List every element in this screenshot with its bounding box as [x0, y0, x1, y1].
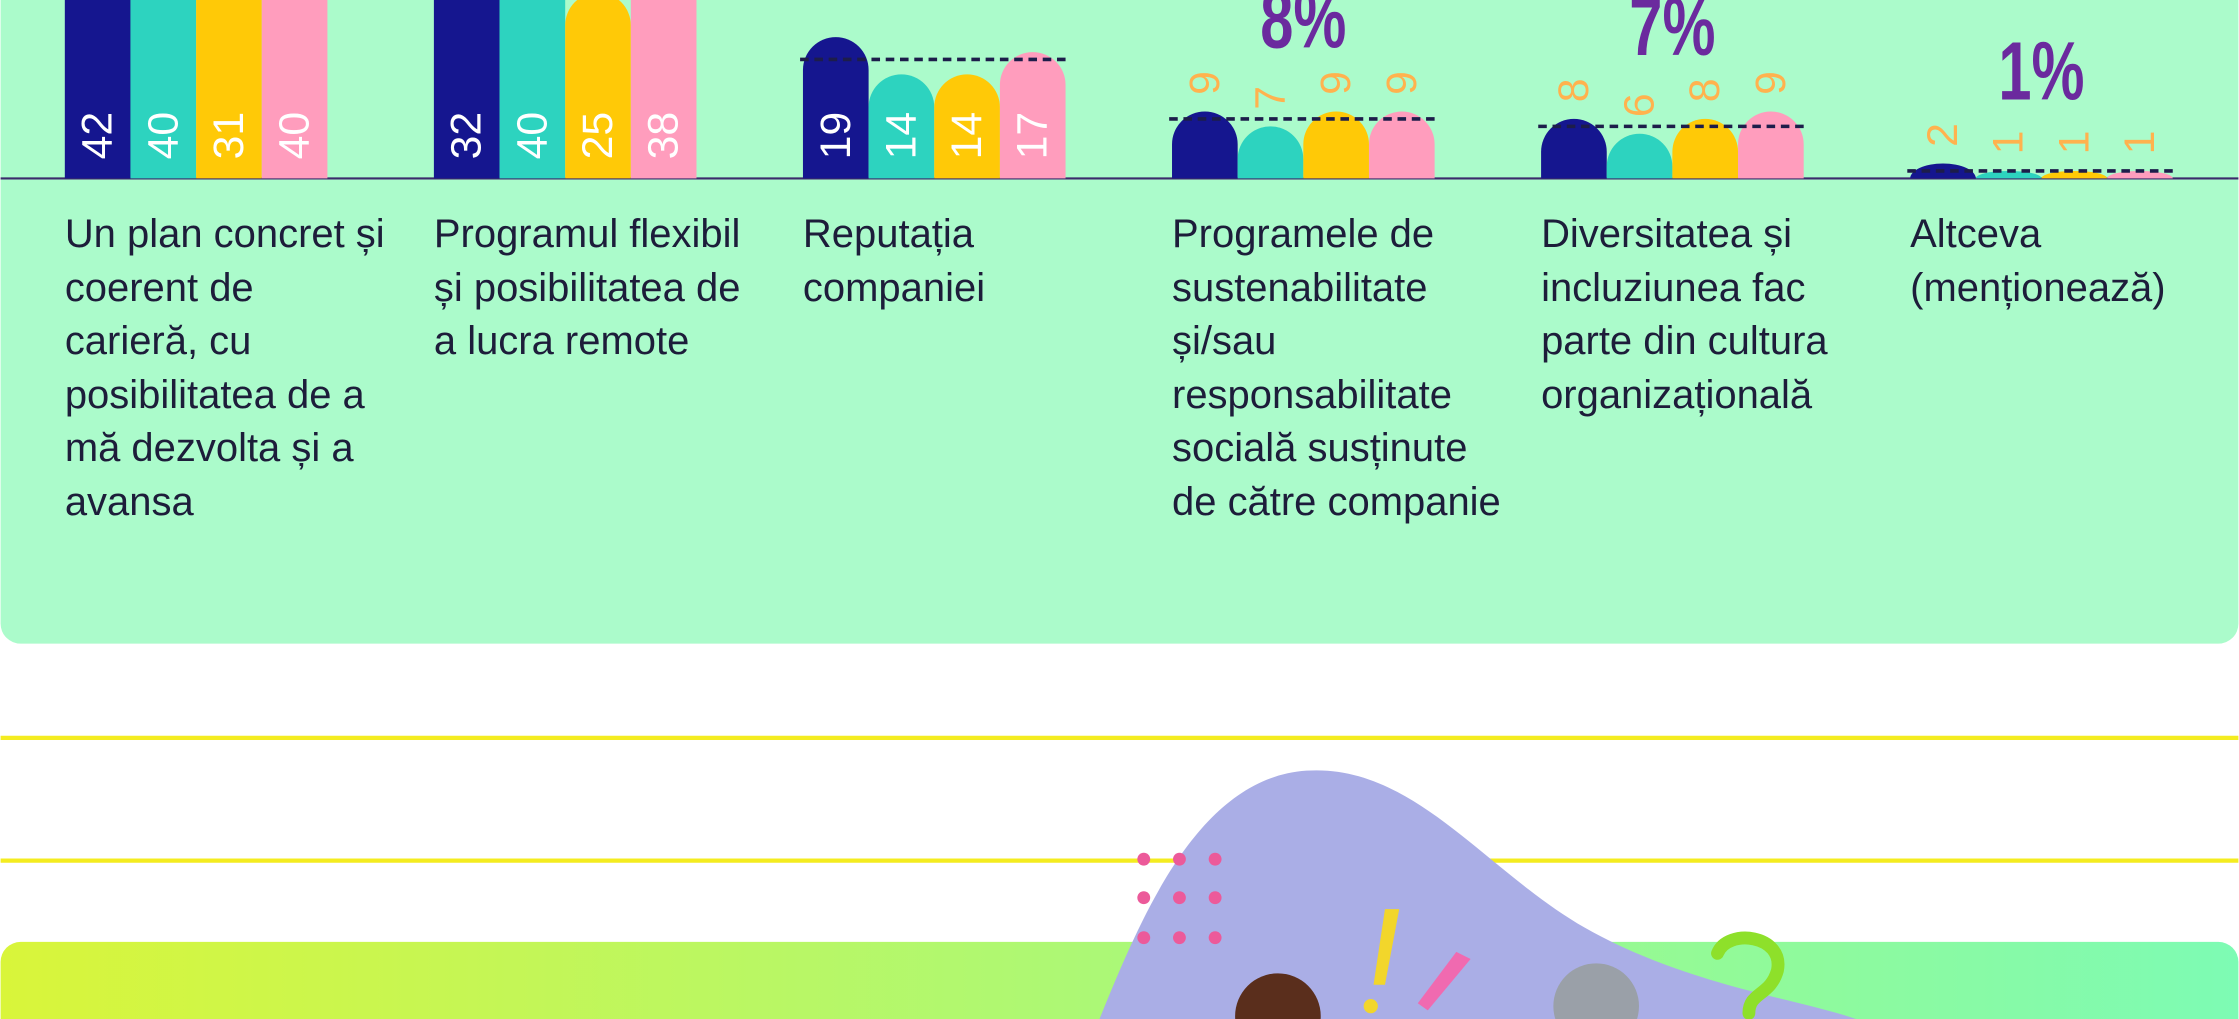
- category-label-box: Reputația companiei: [802, 211, 986, 309]
- category-label-box: Programul flexibil și posibilitatea de a…: [433, 211, 741, 363]
- value-label: 7: [1246, 86, 1294, 110]
- value-label: 8: [1681, 78, 1729, 102]
- bar: [261, 0, 328, 179]
- bar: [565, 0, 631, 179]
- bar: [1172, 111, 1238, 179]
- chart: Un plan concret și coerent de carieră, c…: [64, 0, 2176, 524]
- bar: [1738, 111, 1804, 179]
- bar: [1541, 118, 1607, 179]
- value-label: 1: [2050, 131, 2098, 155]
- dots: [1137, 852, 1222, 945]
- bar: [868, 74, 935, 179]
- value-label: 1: [1985, 131, 2033, 155]
- value-label: 9: [1378, 71, 1426, 95]
- bar: [130, 0, 197, 179]
- value-label: 2: [1919, 123, 1967, 147]
- value-label: 38: [640, 112, 688, 160]
- value-label: 8: [1550, 78, 1598, 102]
- value-label: 17: [1009, 112, 1057, 160]
- value-label: 9: [1181, 71, 1229, 95]
- blob: [1099, 770, 1856, 1019]
- bar: [1606, 133, 1673, 179]
- bar: [802, 37, 869, 179]
- value-label: 25: [574, 112, 622, 160]
- value-label: 40: [139, 112, 187, 160]
- avatar: [1235, 973, 1321, 1019]
- bar: [999, 52, 1066, 179]
- value-label: 14: [877, 112, 925, 160]
- category-label-box: Un plan concret și coerent de carieră, c…: [64, 211, 385, 524]
- value-label: 1: [2116, 131, 2164, 155]
- bar: [2107, 170, 2173, 179]
- category-label: Programele de sustenabilitate și/sau res…: [1172, 211, 1501, 524]
- bar: [934, 74, 1000, 179]
- bar: [1975, 170, 2042, 179]
- exclamation: [1417, 951, 1471, 1011]
- category-label-box: Programele de sustenabilitate și/sau res…: [1172, 211, 1501, 524]
- average-label: 7%: [1629, 0, 1715, 73]
- value-label: 14: [943, 112, 991, 160]
- bar: [64, 0, 131, 179]
- value-label: 9: [1312, 71, 1360, 95]
- average-label: 1%: [1998, 26, 2084, 118]
- category-label-box: Diversitatea și incluziunea fac parte di…: [1541, 211, 1828, 417]
- bar: [499, 0, 566, 179]
- bar: [630, 0, 697, 179]
- bar: [1672, 118, 1739, 179]
- value-label: 42: [74, 112, 122, 160]
- category-label: Altceva (menționează): [1910, 211, 2166, 309]
- value-label: 40: [508, 112, 556, 160]
- value-label: 6: [1616, 93, 1664, 117]
- bar: [1303, 111, 1369, 179]
- value-label: 32: [443, 112, 491, 160]
- category-label: Reputația companiei: [802, 211, 986, 309]
- value-label: 9: [1747, 71, 1795, 95]
- category-label: Diversitatea și incluziunea fac parte di…: [1541, 211, 1828, 417]
- value-label: 31: [205, 112, 253, 160]
- value-label: 40: [271, 112, 319, 160]
- question-mark: [1711, 931, 1785, 1019]
- exclamation: [1363, 909, 1400, 1014]
- category-label-box: Altceva (menționează): [1910, 211, 2166, 309]
- bar: [2041, 170, 2108, 179]
- value-label: 19: [812, 112, 860, 160]
- bar: [1237, 126, 1304, 179]
- average-label: 16%: [875, 0, 994, 6]
- category-label: Un plan concret și coerent de carieră, c…: [64, 211, 385, 524]
- avatar: [1553, 963, 1639, 1019]
- average-label: 8%: [1260, 0, 1346, 66]
- bar: [433, 0, 500, 179]
- bar: [1368, 111, 1435, 179]
- category-label: Programul flexibil și posibilitatea de a…: [433, 211, 741, 363]
- bar: [196, 0, 262, 179]
